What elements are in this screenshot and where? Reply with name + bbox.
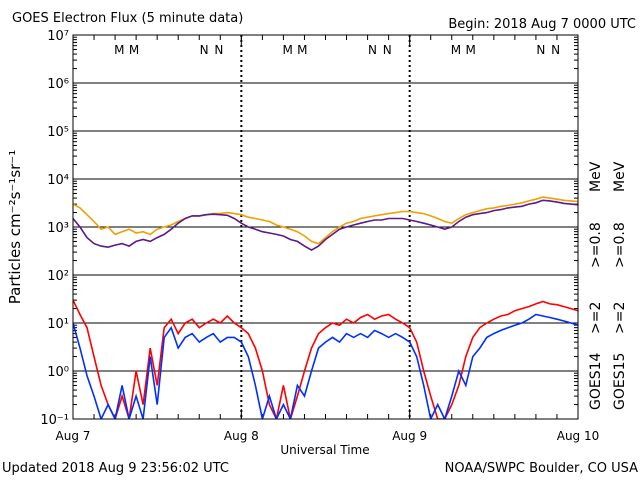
y-tick-label: 10⁵ xyxy=(47,125,69,140)
marker-label: N xyxy=(383,43,392,57)
series-line xyxy=(73,299,578,419)
marker-label: M xyxy=(282,43,292,57)
legend-group: GOES15 xyxy=(612,353,628,410)
y-tick-label: 10⁻¹ xyxy=(40,413,69,428)
legend-unit: MeV xyxy=(612,161,628,192)
marker-label: M xyxy=(466,43,476,57)
y-axis-label: Particles cm⁻²s⁻¹sr⁻¹ xyxy=(6,150,24,304)
y-tick-label: 10⁷ xyxy=(47,29,69,44)
marker-label: M xyxy=(451,43,461,57)
series-line xyxy=(73,196,578,245)
chart-title: GOES Electron Flux (5 minute data) xyxy=(12,11,243,26)
marker-label: N xyxy=(551,43,560,57)
marker-label: M xyxy=(114,43,124,57)
legend-entry: >=2 xyxy=(588,302,604,334)
legend-entry: >=0.8 xyxy=(588,222,604,268)
marker-label: N xyxy=(214,43,223,57)
legend-entry: >=2 xyxy=(612,302,628,334)
y-tick-label: 10¹ xyxy=(47,317,69,332)
x-axis-label: Universal Time xyxy=(280,443,369,457)
y-tick-label: 10⁶ xyxy=(47,77,69,92)
y-tick-label: 10² xyxy=(47,269,69,284)
legend-entry: >=0.8 xyxy=(612,222,628,268)
x-tick-label: Aug 8 xyxy=(224,429,259,443)
marker-label: N xyxy=(536,43,545,57)
footer-right: NOAA/SWPC Boulder, CO USA xyxy=(445,461,638,476)
footer-left: Updated 2018 Aug 9 23:56:02 UTC xyxy=(2,461,229,476)
marker-label: M xyxy=(129,43,139,57)
x-tick-label: Aug 10 xyxy=(557,429,600,443)
legend-group: GOES14 xyxy=(588,352,604,410)
marker-label: N xyxy=(368,43,377,57)
series-line xyxy=(73,199,578,252)
y-tick-label: 10³ xyxy=(47,221,69,236)
plot-frame xyxy=(72,34,579,420)
x-tick-label: Aug 9 xyxy=(392,429,427,443)
marker-label: M xyxy=(297,43,307,57)
x-tick-label: Aug 7 xyxy=(56,429,91,443)
series-line xyxy=(73,313,578,419)
legend-unit: MeV xyxy=(588,161,604,192)
marker-label: N xyxy=(200,43,209,57)
y-tick-label: 10⁴ xyxy=(47,173,69,188)
y-tick-label: 10⁰ xyxy=(47,365,69,380)
chart-subtitle: Begin: 2018 Aug 7 0000 UTC xyxy=(448,17,636,32)
plot-area xyxy=(73,196,578,419)
